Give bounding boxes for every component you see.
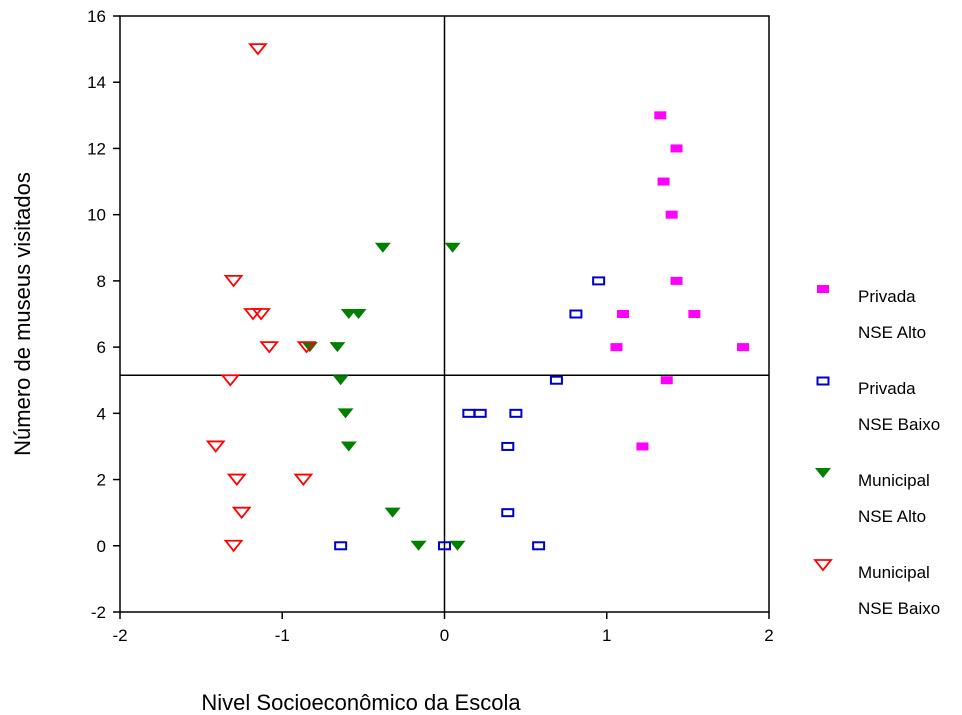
data-point xyxy=(444,242,461,253)
data-point xyxy=(654,111,667,120)
data-point xyxy=(226,473,247,486)
data-point xyxy=(340,441,357,452)
data-point xyxy=(549,375,563,385)
y-tick-label: -2 xyxy=(91,603,106,622)
data-point xyxy=(223,274,244,288)
data-point xyxy=(501,441,515,451)
data-point xyxy=(501,508,515,518)
data-point xyxy=(670,144,683,153)
data-point xyxy=(329,342,346,353)
data-point xyxy=(473,408,487,418)
data-point xyxy=(231,506,252,520)
series-1 xyxy=(610,111,750,451)
data-point xyxy=(737,343,750,352)
data-point xyxy=(569,309,583,319)
data-point xyxy=(251,308,272,321)
data-point xyxy=(688,310,701,318)
data-point xyxy=(592,276,606,286)
data-point xyxy=(509,408,523,418)
y-tick-label: 2 xyxy=(97,471,106,490)
data-point xyxy=(657,177,670,186)
data-point xyxy=(337,408,354,419)
data-point xyxy=(665,210,678,219)
y-tick-label: 8 xyxy=(97,272,106,291)
x-tick-label: 0 xyxy=(440,626,449,645)
legend-label-line1: Privada xyxy=(858,379,916,398)
data-point xyxy=(223,539,244,553)
legend-entry: Privada NSE Baixo xyxy=(816,376,940,434)
legend-marker xyxy=(813,559,833,572)
data-point xyxy=(243,308,263,321)
data-point xyxy=(532,541,546,551)
legend-entry: Privada NSE Alto xyxy=(817,285,926,342)
y-tick-label: 14 xyxy=(87,73,106,92)
y-tick-label: 4 xyxy=(97,404,106,423)
x-tick-label: -1 xyxy=(275,626,290,645)
data-point xyxy=(293,473,314,486)
x-axis-title: Nivel Socioeconômico da Escola xyxy=(201,690,521,715)
series-2 xyxy=(334,276,606,551)
y-axis-title: Número de museus visitados xyxy=(10,172,35,456)
y-tick-label: 10 xyxy=(87,206,106,225)
data-point xyxy=(332,375,349,386)
legend-label-line1: Privada xyxy=(858,287,916,306)
legend-marker xyxy=(815,468,831,478)
y-tick-label: 16 xyxy=(87,7,106,26)
data-point xyxy=(616,310,629,318)
data-point xyxy=(248,43,268,56)
legend-label-line2: NSE Baixo xyxy=(858,415,940,434)
series-4 xyxy=(205,43,317,553)
data-point xyxy=(350,309,367,319)
legend-label-line1: Municipal xyxy=(858,471,930,490)
data-point xyxy=(334,541,348,551)
data-point xyxy=(449,540,466,551)
data-point xyxy=(610,343,623,352)
legend-marker xyxy=(817,285,829,293)
legend-label-line2: NSE Baixo xyxy=(858,599,940,618)
data-point xyxy=(410,540,427,551)
series-3 xyxy=(301,242,466,551)
x-tick-label: -2 xyxy=(112,626,127,645)
legend-marker xyxy=(816,376,830,386)
y-tick-label: 12 xyxy=(87,139,106,158)
x-tick-label: 1 xyxy=(602,626,611,645)
legend-entry: Municipal NSE Alto xyxy=(815,468,930,526)
legend-entry: Municipal NSE Baixo xyxy=(813,559,940,618)
data-point xyxy=(660,376,673,385)
data-point xyxy=(259,341,280,354)
data-point xyxy=(636,442,649,451)
y-tick-label: 6 xyxy=(97,338,106,357)
data-point xyxy=(220,374,241,387)
x-tick-label: 2 xyxy=(764,626,773,645)
data-point xyxy=(462,408,476,418)
data-point xyxy=(670,276,683,285)
legend-label-line2: NSE Alto xyxy=(858,507,926,526)
y-tick-label: 0 xyxy=(97,537,106,556)
data-point xyxy=(205,440,226,453)
data-point xyxy=(384,507,401,518)
data-point xyxy=(296,341,317,354)
data-point xyxy=(374,242,391,253)
legend-label-line1: Municipal xyxy=(858,563,930,582)
legend-label-line2: NSE Alto xyxy=(858,323,926,342)
data-point xyxy=(438,541,451,551)
points-layer xyxy=(205,43,750,553)
